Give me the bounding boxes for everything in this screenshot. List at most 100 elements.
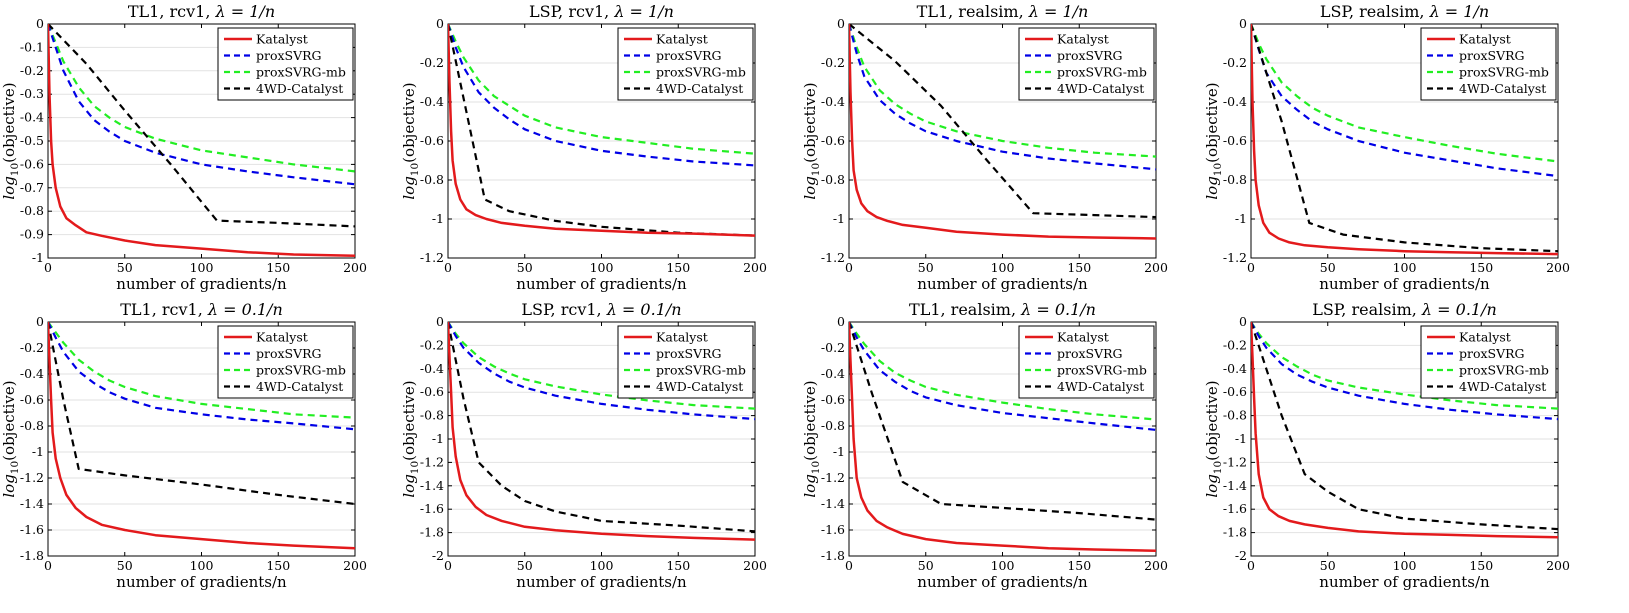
y-tick-label: -0.8 [420,408,444,423]
y-tick-label: -0.9 [20,227,44,242]
y-tick-label: 0 [837,314,845,329]
y-tick-label: -0.6 [1223,133,1247,148]
y-tick-label: -0.8 [821,418,845,433]
y-tick-label: 0 [436,314,444,329]
x-tick-label: 200 [1546,558,1570,573]
legend-entry: proxSVRG-mb [656,65,746,80]
chart-title-n: n [664,2,674,21]
series-line-proxsvrg-mb [448,24,755,155]
x-tick-label: 0 [845,260,853,275]
chart-title: TL1, realsim, λ = 1/n [917,2,1089,21]
y-tick-label: -1.4 [1223,478,1247,493]
legend-entry: proxSVRG-mb [1459,363,1549,378]
legend-entry: Katalyst [1057,32,1109,47]
legend-entry: proxSVRG [1459,346,1525,361]
y-tick-label: 0 [1239,314,1247,329]
y-tick-label: -0.4 [1223,94,1247,109]
y-tick-label: -1.2 [420,454,444,469]
chart-title: LSP, rcv1, λ = 0.1/n [521,300,681,319]
y-tick-label: -1.8 [821,548,845,563]
x-axis-label: number of gradients/n [116,275,287,293]
series-line-proxsvrg [1251,24,1558,178]
y-tick-label: -1.6 [821,522,845,537]
x-tick-label: 50 [117,558,133,573]
y-tick-label: -1.8 [1223,525,1247,540]
x-tick-label: 100 [991,260,1015,275]
y-tick-label: 0 [436,16,444,31]
series-line-proxsvrg [48,322,355,431]
series-line-4wd-catalyst [1251,322,1558,531]
y-tick-label: -1.8 [420,525,444,540]
y-tick-label: -1.6 [1223,501,1247,516]
chart-title-n: n [1086,300,1096,319]
x-tick-label: 200 [743,558,767,573]
x-tick-label: 100 [590,558,614,573]
legend-entry: proxSVRG-mb [656,363,746,378]
y-tick-label: -0.8 [20,203,44,218]
legend-entry: proxSVRG [656,346,722,361]
x-axis-label: number of gradients/n [516,573,687,591]
x-tick-label: 0 [44,558,52,573]
y-tick-label: -0.2 [821,340,845,355]
chart-title-prefix: LSP, rcv1, [529,2,614,21]
y-tick-label: -1.4 [821,496,845,511]
series-line-proxsvrg-mb [849,24,1156,158]
y-tick-label: -0.4 [420,94,444,109]
y-tick-label: -1.6 [420,501,444,516]
series-line-4wd-catalyst [448,322,755,533]
y-tick-label: -0.6 [821,392,845,407]
series-line-proxsvrg-mb [48,24,355,173]
legend-entry: proxSVRG [256,346,322,361]
chart-title-prefix: TL1, rcv1, [128,2,216,21]
y-tick-label: -0.8 [1223,172,1247,187]
y-tick-label: -0.6 [821,133,845,148]
series-line-katalyst [48,322,355,550]
y-tick-label: -0.7 [20,180,44,195]
x-tick-label: 50 [117,260,133,275]
y-axis-label: log10(objective) [0,380,21,497]
y-tick-label: -0.4 [20,110,44,125]
chart-title-lambda: λ = 0.1/ [606,300,673,319]
y-tick-label: -0.8 [821,172,845,187]
y-tick-label: -0.8 [20,418,44,433]
chart-title-lambda: λ = 1/ [215,2,267,21]
series-line-katalyst [48,24,355,257]
series-line-4wd-catalyst [1251,24,1558,253]
y-tick-label: -1.2 [20,470,44,485]
chart-title-prefix: TL1, realsim, [917,2,1029,21]
y-tick-label: -1.4 [420,478,444,493]
x-tick-label: 50 [517,558,533,573]
x-axis-label: number of gradients/n [1319,573,1490,591]
series-line-4wd-catalyst [448,24,755,237]
y-axis-label: log10(objective) [801,82,822,199]
x-tick-label: 200 [343,558,367,573]
y-tick-label: 0 [837,16,845,31]
x-tick-label: 150 [666,558,690,573]
x-tick-label: 100 [190,260,214,275]
series-line-4wd-catalyst [849,24,1156,219]
chart-title-lambda: λ = 0.1/ [207,300,274,319]
y-tick-label: -2 [432,548,444,563]
series-line-proxsvrg-mb [448,322,755,410]
chart-panel-2: 0-0.2-0.4-0.6-0.8-1-1.20 50 100 150 200LSP, … [400,2,767,293]
x-tick-label: 50 [918,558,934,573]
x-tick-label: 150 [1067,558,1091,573]
y-axis-label: log10(objective) [801,380,822,497]
y-tick-label: -0.6 [20,156,44,171]
y-tick-label: -1 [432,431,444,446]
chart-title-n: n [671,300,681,319]
chart-title-lambda: λ = 0.1/ [1020,300,1087,319]
y-axis-label: log10(objective) [400,380,421,497]
y-tick-label: -1.2 [1223,454,1247,469]
chart-panel-5: 0-0.2-0.4-0.6-0.8-1-1.2-1.4-1.6-1.80 50 10… [0,300,367,591]
y-tick-label: -0.2 [420,337,444,352]
y-tick-label: -1 [1235,431,1247,446]
legend-entry: 4WD-Catalyst [256,379,343,394]
series-line-katalyst [849,24,1156,240]
y-axis-label: log10(objective) [400,82,421,199]
